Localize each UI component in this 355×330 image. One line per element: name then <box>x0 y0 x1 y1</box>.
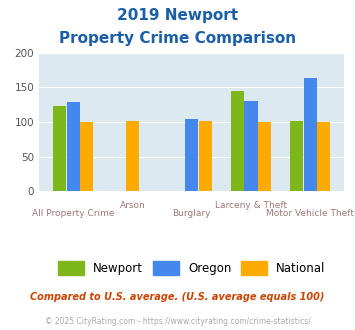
Text: Property Crime Comparison: Property Crime Comparison <box>59 31 296 46</box>
Bar <box>53 106 66 191</box>
Bar <box>126 121 139 191</box>
Text: Arson: Arson <box>120 201 145 210</box>
Bar <box>304 79 317 191</box>
Bar <box>317 122 331 191</box>
Legend: Newport, Oregon, National: Newport, Oregon, National <box>53 256 331 280</box>
Bar <box>185 119 198 191</box>
Text: © 2025 CityRating.com - https://www.cityrating.com/crime-statistics/: © 2025 CityRating.com - https://www.city… <box>45 317 310 326</box>
Bar <box>231 91 244 191</box>
Bar <box>67 102 80 191</box>
Text: 2019 Newport: 2019 Newport <box>117 8 238 23</box>
Bar <box>199 121 212 191</box>
Bar <box>258 122 271 191</box>
Text: Motor Vehicle Theft: Motor Vehicle Theft <box>266 209 354 218</box>
Bar <box>290 121 303 191</box>
Text: Compared to U.S. average. (U.S. average equals 100): Compared to U.S. average. (U.S. average … <box>30 292 325 302</box>
Bar <box>80 122 93 191</box>
Bar <box>245 101 257 191</box>
Text: Burglary: Burglary <box>173 209 211 218</box>
Text: Larceny & Theft: Larceny & Theft <box>215 201 287 210</box>
Text: All Property Crime: All Property Crime <box>32 209 114 218</box>
